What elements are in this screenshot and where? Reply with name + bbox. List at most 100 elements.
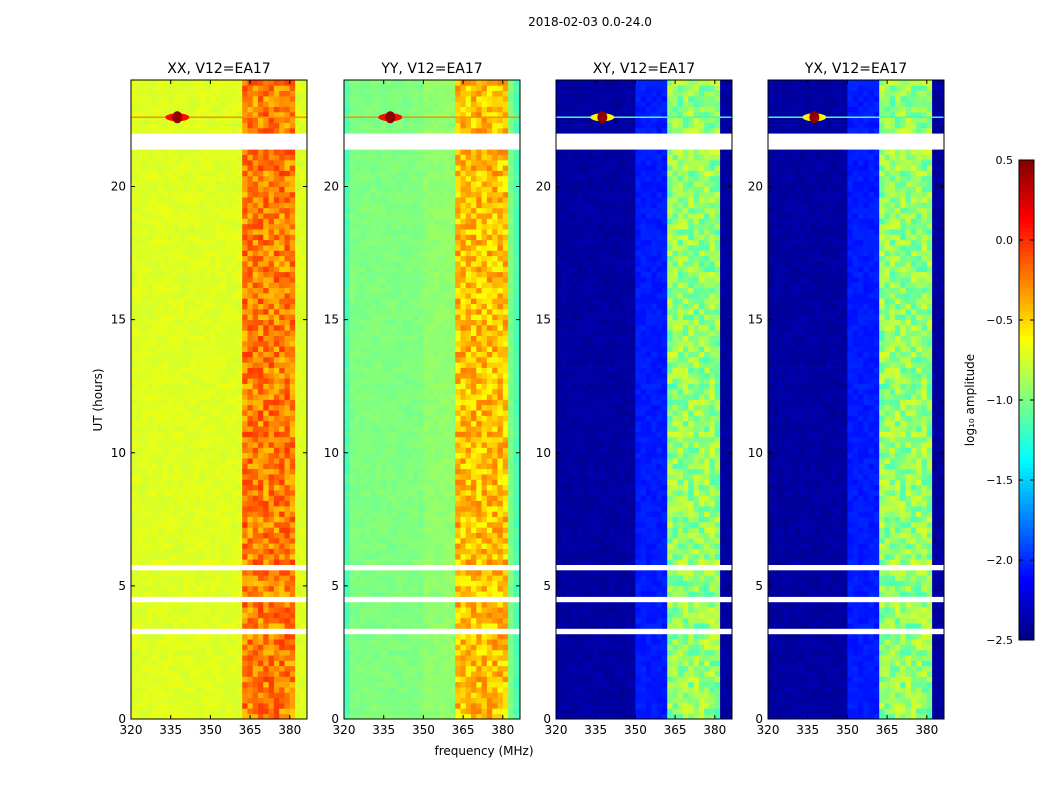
heatmap-cell [168, 613, 174, 619]
heatmap-cell [295, 304, 301, 310]
heatmap-cell [290, 559, 296, 565]
heatmap-cell [205, 463, 211, 469]
heatmap-cell [189, 479, 195, 485]
heatmap-cell [179, 266, 185, 272]
heatmap-cell [189, 655, 195, 661]
heatmap-cell [136, 416, 142, 422]
heatmap-cell [158, 463, 164, 469]
heatmap-cell [131, 85, 137, 91]
heatmap-cell [279, 405, 285, 411]
heatmap-cell [376, 501, 382, 507]
heatmap-cell [237, 362, 243, 368]
heatmap-cell [376, 139, 382, 145]
heatmap-cell [360, 426, 366, 432]
heatmap-cell [179, 554, 185, 560]
heatmap-cell [221, 692, 227, 698]
heatmap-cell [205, 298, 211, 304]
heatmap-cell [365, 85, 371, 91]
heatmap-cell [365, 139, 371, 145]
heatmap-cell [168, 447, 174, 453]
heatmap-cell [210, 618, 216, 624]
heatmap-cell [371, 554, 377, 560]
heatmap-cell [263, 341, 269, 347]
heatmap-cell [226, 378, 232, 384]
heatmap-cell [300, 203, 306, 209]
heatmap-cell [237, 250, 243, 256]
heatmap-cell [184, 325, 190, 331]
heatmap-cell [349, 389, 355, 395]
heatmap-cell [142, 543, 148, 549]
heatmap-cell [163, 250, 169, 256]
heatmap-cell [173, 330, 179, 336]
heatmap-cell [158, 96, 164, 102]
heatmap-cell [355, 165, 361, 171]
heatmap-cell [360, 410, 366, 416]
heatmap-cell [179, 586, 185, 592]
heatmap-cell [195, 634, 201, 640]
heatmap-cell [290, 538, 296, 544]
heatmap-cell [349, 623, 355, 629]
heatmap-cell [269, 474, 275, 480]
heatmap-cell [248, 634, 254, 640]
heatmap-cell [142, 123, 148, 129]
heatmap-cell [371, 165, 377, 171]
heatmap-cell [269, 570, 275, 576]
heatmap-cell [210, 490, 216, 496]
heatmap-cell [168, 139, 174, 145]
heatmap-cell [163, 320, 169, 326]
heatmap-cell [371, 549, 377, 555]
heatmap-cell [184, 373, 190, 379]
heatmap-cell [131, 533, 137, 539]
heatmap-cell [300, 666, 306, 672]
heatmap-cell [274, 373, 280, 379]
heatmap-cell [158, 447, 164, 453]
heatmap-cell [136, 80, 142, 86]
heatmap-cell [285, 623, 291, 629]
heatmap-cell [152, 362, 158, 368]
heatmap-cell [295, 597, 301, 603]
heatmap-cell [142, 549, 148, 555]
heatmap-cell [189, 538, 195, 544]
heatmap-cell [263, 298, 269, 304]
heatmap-cell [210, 160, 216, 166]
heatmap-cell [300, 250, 306, 256]
heatmap-cell [216, 362, 222, 368]
heatmap-cell [158, 708, 164, 714]
heatmap-cell [248, 559, 254, 565]
y-tick-label: 15 [111, 313, 126, 327]
heatmap-cell [226, 101, 232, 107]
heatmap-cell [279, 165, 285, 171]
heatmap-cell [142, 506, 148, 512]
heatmap-cell [200, 107, 206, 113]
heatmap-cell [258, 160, 264, 166]
heatmap-cell [344, 485, 350, 491]
heatmap-cell [290, 666, 296, 672]
heatmap-cell [205, 117, 211, 123]
heatmap-cell [200, 144, 206, 150]
heatmap-cell [232, 602, 238, 608]
heatmap-cell [189, 586, 195, 592]
heatmap-cell [242, 362, 248, 368]
heatmap-cell [242, 469, 248, 475]
heatmap-cell [232, 314, 238, 320]
heatmap-cell [189, 101, 195, 107]
heatmap-cell [136, 325, 142, 331]
heatmap-cell [200, 474, 206, 480]
heatmap-cell [136, 671, 142, 677]
heatmap-cell [189, 181, 195, 187]
heatmap-cell [210, 634, 216, 640]
heatmap-cell [221, 703, 227, 709]
heatmap-cell [274, 623, 280, 629]
heatmap-cell [242, 618, 248, 624]
heatmap-cell [285, 394, 291, 400]
heatmap-cell [179, 219, 185, 225]
heatmap-cell [200, 357, 206, 363]
heatmap-cell [216, 101, 222, 107]
heatmap-cell [269, 330, 275, 336]
heatmap-cell [269, 405, 275, 411]
heatmap-cell [355, 373, 361, 379]
heatmap-cell [360, 602, 366, 608]
heatmap-cell [131, 687, 137, 693]
heatmap-cell [355, 533, 361, 539]
heatmap-cell [263, 479, 269, 485]
